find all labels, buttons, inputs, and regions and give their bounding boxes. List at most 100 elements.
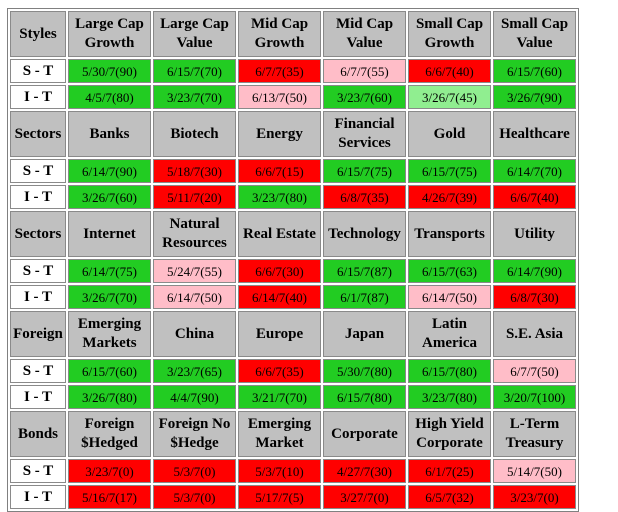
signal-cell-transports-s-t: 6/15/7(63) (408, 259, 491, 283)
signal-cell-large-cap-value-s-t: 6/15/7(70) (153, 59, 236, 83)
table-row: I - T 3/26/7(60) 5/11/7(20) 3/23/7(80) 6/8/7… (10, 185, 576, 209)
column-header-healthcare: Healthcare (493, 111, 576, 157)
signal-cell-energy-i-t: 3/23/7(80) (238, 185, 321, 209)
column-header-large-cap-growth: Large Cap Growth (68, 11, 151, 57)
table-row: S - T 5/30/7(90) 6/15/7(70) 6/7/7(35) 6/7/7(… (10, 59, 576, 83)
section-title: Styles (10, 11, 66, 57)
signal-cell-small-cap-growth-i-t: 3/26/7(45) (408, 85, 491, 109)
row-label-s-t: S - T (10, 159, 66, 183)
section-header-row-styles: Styles Large Cap Growth Large Cap Value Mid… (10, 11, 576, 57)
column-header-financial-services: Financial Services (323, 111, 406, 157)
column-header-biotech: Biotech (153, 111, 236, 157)
column-header-corporate: Corporate (323, 411, 406, 457)
signal-cell-small-cap-value-s-t: 6/15/7(60) (493, 59, 576, 83)
signal-cell-japan-s-t: 5/30/7(80) (323, 359, 406, 383)
signal-cell-small-cap-growth-s-t: 6/6/7(40) (408, 59, 491, 83)
signal-cell-mid-cap-value-s-t: 6/7/7(55) (323, 59, 406, 83)
section-header-row-bonds: Bonds Foreign $Hedged Foreign No $Hedge Eme… (10, 411, 576, 457)
signal-cell-natural-resources-i-t: 6/14/7(50) (153, 285, 236, 309)
column-header-japan: Japan (323, 311, 406, 357)
row-label-i-t: I - T (10, 85, 66, 109)
signal-cell-large-cap-growth-i-t: 4/5/7(80) (68, 85, 151, 109)
column-header-foreign-hedged: Foreign $Hedged (68, 411, 151, 457)
signal-cell-transports-i-t: 6/14/7(50) (408, 285, 491, 309)
signal-cell-technology-s-t: 6/15/7(87) (323, 259, 406, 283)
signal-cell-utility-i-t: 6/8/7(30) (493, 285, 576, 309)
table-row: I - T 5/16/7(17) 5/3/7(0) 5/17/7(5) 3/27/7(0… (10, 485, 576, 509)
column-header-l-term-treasury: L-Term Treasury (493, 411, 576, 457)
column-header-high-yield-corporate: High Yield Corporate (408, 411, 491, 457)
signal-cell-japan-i-t: 6/15/7(80) (323, 385, 406, 409)
table-row: S - T 6/15/7(60) 3/23/7(65) 6/6/7(35) 5/30/7… (10, 359, 576, 383)
signal-cell-real-estate-i-t: 6/14/7(40) (238, 285, 321, 309)
column-header-europe: Europe (238, 311, 321, 357)
column-header-latin-america: Latin America (408, 311, 491, 357)
table-row: I - T 4/5/7(80) 3/23/7(70) 6/13/7(50) 3/23/7… (10, 85, 576, 109)
column-header-s-e-asia: S.E. Asia (493, 311, 576, 357)
signal-cell-gold-i-t: 4/26/7(39) (408, 185, 491, 209)
column-header-small-cap-value: Small Cap Value (493, 11, 576, 57)
signal-cell-emerging-markets-i-t: 3/26/7(80) (68, 385, 151, 409)
row-label-i-t: I - T (10, 385, 66, 409)
signal-cell-emerging-markets-s-t: 6/15/7(60) (68, 359, 151, 383)
trend-signal-table-body: Styles Large Cap Growth Large Cap Value Mid… (10, 11, 576, 509)
table-row: I - T 3/26/7(80) 4/4/7(90) 3/21/7(70) 6/15/7… (10, 385, 576, 409)
signal-cell-small-cap-value-i-t: 3/26/7(90) (493, 85, 576, 109)
column-header-banks: Banks (68, 111, 151, 157)
signal-cell-financial-services-i-t: 6/8/7(35) (323, 185, 406, 209)
signal-cell-latin-america-s-t: 6/15/7(80) (408, 359, 491, 383)
signal-cell-foreign-hedged-i-t: 5/16/7(17) (68, 485, 151, 509)
trend-signal-table: Styles Large Cap Growth Large Cap Value Mid… (7, 8, 579, 512)
section-header-row-sectors: Sectors Banks Biotech Energy Financial Servi… (10, 111, 576, 157)
signal-cell-high-yield-corporate-i-t: 6/5/7(32) (408, 485, 491, 509)
signal-cell-internet-i-t: 3/26/7(70) (68, 285, 151, 309)
signal-cell-latin-america-i-t: 3/23/7(80) (408, 385, 491, 409)
signal-cell-banks-s-t: 6/14/7(90) (68, 159, 151, 183)
signal-cell-emerging-market-s-t: 5/3/7(10) (238, 459, 321, 483)
table-row: S - T 3/23/7(0) 5/3/7(0) 5/3/7(10) 4/27/7(30… (10, 459, 576, 483)
signal-cell-china-s-t: 3/23/7(65) (153, 359, 236, 383)
column-header-transports: Transports (408, 211, 491, 257)
signal-cell-healthcare-s-t: 6/14/7(70) (493, 159, 576, 183)
signal-cell-china-i-t: 4/4/7(90) (153, 385, 236, 409)
column-header-foreign-no-hedge: Foreign No $Hedge (153, 411, 236, 457)
signal-cell-europe-i-t: 3/21/7(70) (238, 385, 321, 409)
signal-cell-l-term-treasury-i-t: 3/23/7(0) (493, 485, 576, 509)
table-row: I - T 3/26/7(70) 6/14/7(50) 6/14/7(40) 6/1/7… (10, 285, 576, 309)
signal-cell-corporate-i-t: 3/27/7(0) (323, 485, 406, 509)
table-row: S - T 6/14/7(75) 5/24/7(55) 6/6/7(30) 6/15/7… (10, 259, 576, 283)
row-label-i-t: I - T (10, 485, 66, 509)
signal-cell-mid-cap-value-i-t: 3/23/7(60) (323, 85, 406, 109)
row-label-i-t: I - T (10, 185, 66, 209)
section-title: Sectors (10, 211, 66, 257)
column-header-small-cap-growth: Small Cap Growth (408, 11, 491, 57)
column-header-internet: Internet (68, 211, 151, 257)
column-header-mid-cap-growth: Mid Cap Growth (238, 11, 321, 57)
row-label-s-t: S - T (10, 59, 66, 83)
signal-cell-l-term-treasury-s-t: 5/14/7(50) (493, 459, 576, 483)
signal-cell-s-e-asia-s-t: 6/7/7(50) (493, 359, 576, 383)
column-header-mid-cap-value: Mid Cap Value (323, 11, 406, 57)
column-header-emerging-markets: Emerging Markets (68, 311, 151, 357)
section-title: Bonds (10, 411, 66, 457)
signal-cell-healthcare-i-t: 6/6/7(40) (493, 185, 576, 209)
column-header-emerging-market: Emerging Market (238, 411, 321, 457)
signal-cell-energy-s-t: 6/6/7(15) (238, 159, 321, 183)
signal-cell-large-cap-growth-s-t: 5/30/7(90) (68, 59, 151, 83)
signal-cell-mid-cap-growth-i-t: 6/13/7(50) (238, 85, 321, 109)
signal-cell-s-e-asia-i-t: 3/20/7(100) (493, 385, 576, 409)
column-header-gold: Gold (408, 111, 491, 157)
column-header-utility: Utility (493, 211, 576, 257)
row-label-s-t: S - T (10, 259, 66, 283)
signal-cell-foreign-hedged-s-t: 3/23/7(0) (68, 459, 151, 483)
row-label-i-t: I - T (10, 285, 66, 309)
column-header-technology: Technology (323, 211, 406, 257)
signal-cell-mid-cap-growth-s-t: 6/7/7(35) (238, 59, 321, 83)
signal-cell-large-cap-value-i-t: 3/23/7(70) (153, 85, 236, 109)
column-header-china: China (153, 311, 236, 357)
column-header-large-cap-value: Large Cap Value (153, 11, 236, 57)
section-header-row-sectors: Sectors Internet Natural Resources Real Est… (10, 211, 576, 257)
row-label-s-t: S - T (10, 459, 66, 483)
signal-cell-emerging-market-i-t: 5/17/7(5) (238, 485, 321, 509)
signal-cell-biotech-s-t: 5/18/7(30) (153, 159, 236, 183)
